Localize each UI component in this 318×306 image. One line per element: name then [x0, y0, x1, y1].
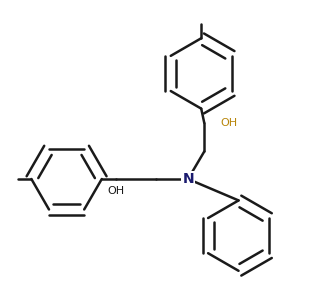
Text: OH: OH: [220, 118, 237, 128]
Text: OH: OH: [107, 186, 124, 196]
Text: N: N: [182, 172, 194, 186]
